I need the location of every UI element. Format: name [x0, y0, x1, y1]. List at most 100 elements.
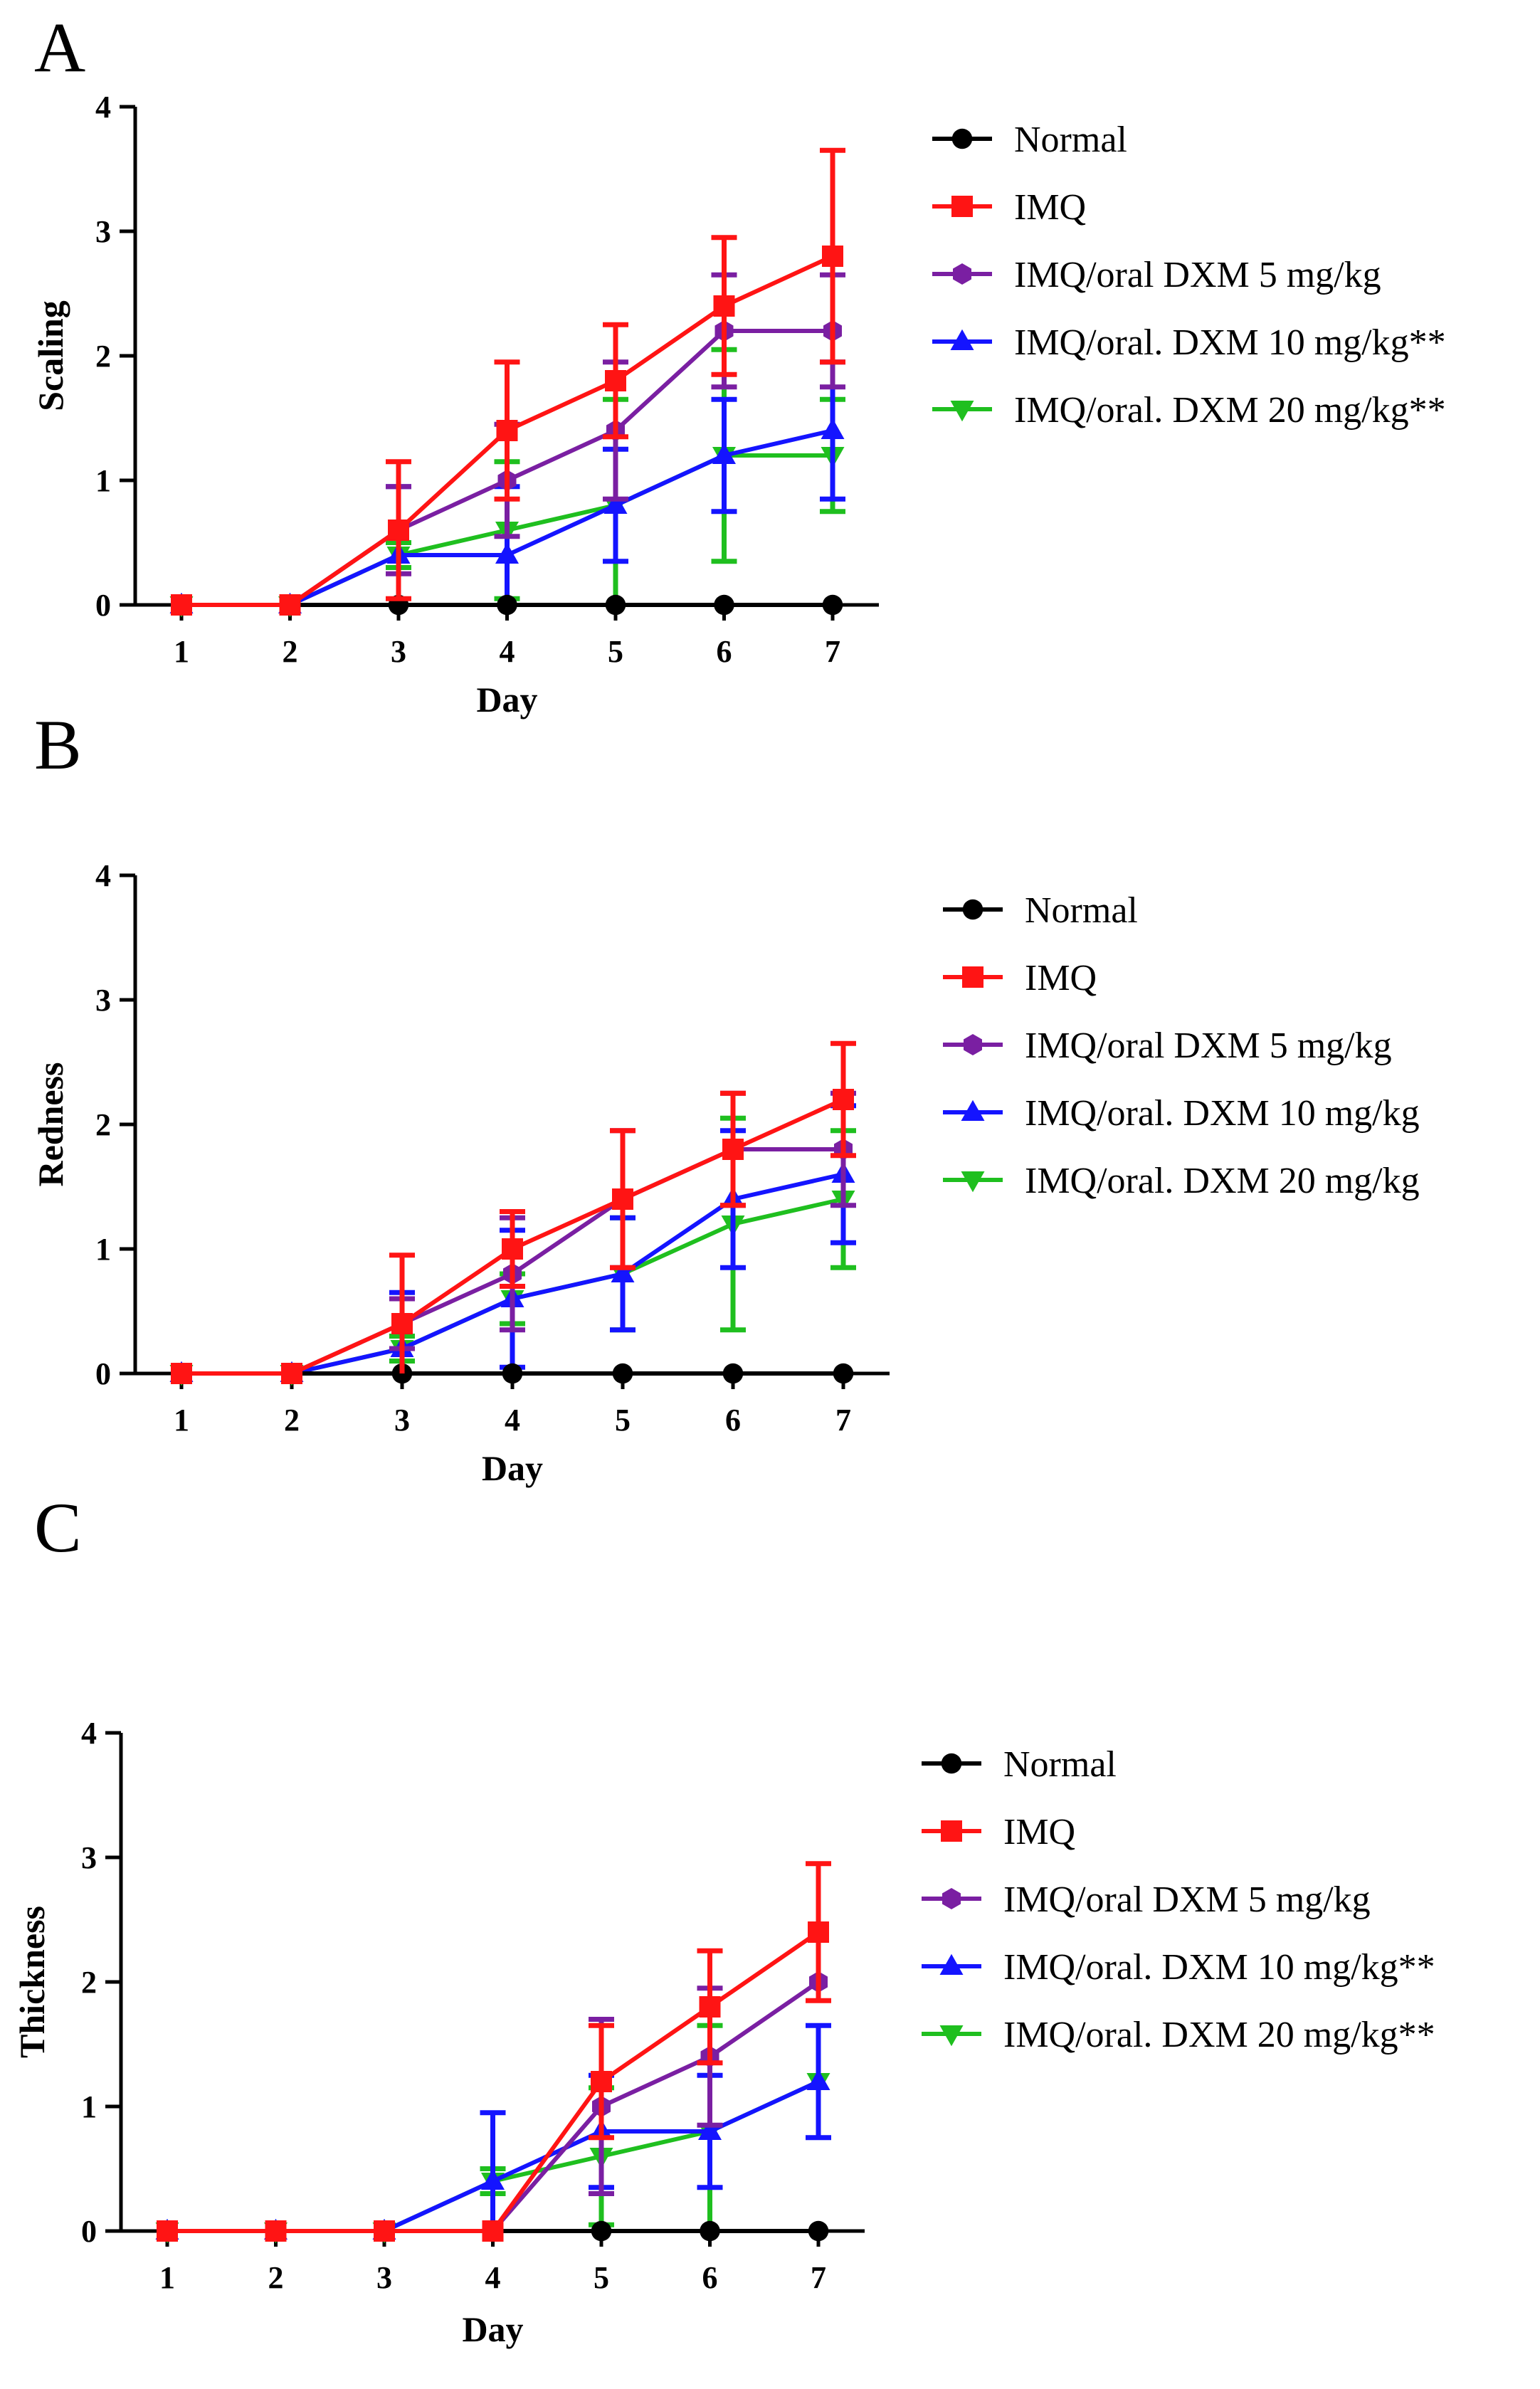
panel-c-legend-imq-oral-dxm-10-mg-kg-label: IMQ/oral. DXM 10 mg/kg** — [1003, 1947, 1435, 1988]
panel-a-series-imq-point — [713, 295, 735, 317]
panel-b-legend-normal: Normal — [943, 890, 1138, 931]
panel-a-y-tick-label: 0 — [95, 588, 111, 623]
panel-b-legend-imq-swatch-marker — [962, 966, 983, 988]
panel-b-legend-imq-oral-dxm-20-mg-kg-swatch-marker — [961, 1171, 985, 1193]
panel-a-series-imq-oral-dxm-10-mg-kg-point — [712, 443, 736, 464]
panel-a-legend-imq-swatch-marker — [951, 196, 973, 217]
panel-b-y-axis-label: Redness — [31, 1062, 70, 1186]
panel-a-y-tick-label: 2 — [95, 339, 111, 374]
panel-c-series-imq-oral-dxm-10-mg-kg-point — [481, 2168, 505, 2190]
panel-c-legend-normal: Normal — [922, 1744, 1117, 1785]
panel-b-series-imq-oral-dxm-10-mg-kg-point — [611, 1261, 635, 1282]
panel-b-letter: B — [34, 705, 82, 784]
panel-b-legend-normal-label: Normal — [1025, 890, 1138, 931]
panel-a-series-imq-oral-dxm-10-mg-kg-point — [603, 492, 628, 514]
panel-a-legend-imq-oral-dxm-5-mg-kg: IMQ/oral DXM 5 mg/kg — [932, 255, 1381, 295]
panel-b-series-imq-point — [833, 1089, 854, 1110]
panel-c-series-normal-point — [700, 2220, 720, 2242]
panel-a-series-imq — [171, 147, 845, 616]
panel-c-legend-imq-oral-dxm-5-mg-kg-swatch-marker — [942, 1888, 961, 1909]
panel-c-series-imq-point — [157, 2220, 178, 2242]
panel-c-letter: C — [34, 1488, 82, 1567]
panel-c-series-imq-point — [591, 2071, 612, 2092]
panel-b-x-tick-label: 2 — [284, 1403, 300, 1438]
panel-b-series-imq-point — [281, 1363, 302, 1384]
panel-b-legend-imq-oral-dxm-5-mg-kg-label: IMQ/oral DXM 5 mg/kg — [1025, 1025, 1392, 1066]
panel-b-x-tick-label: 3 — [394, 1403, 410, 1438]
panel-b-y-tick-label: 0 — [95, 1356, 111, 1391]
panel-c-series-imq-oral-dxm-10-mg-kg-point — [806, 2069, 830, 2090]
panel-c-legend-imq-oral-dxm-20-mg-kg-label: IMQ/oral. DXM 20 mg/kg** — [1003, 2015, 1435, 2055]
panel-c-legend-imq-oral-dxm-10-mg-kg: IMQ/oral. DXM 10 mg/kg** — [922, 1947, 1435, 1988]
panel-c-legend-imq-oral-dxm-20-mg-kg-swatch-marker — [939, 2025, 964, 2047]
panel-b-series-imq-point — [391, 1313, 413, 1334]
panel-a-series-imq-oral-dxm-10-mg-kg-point — [821, 418, 845, 439]
panel-a-series-imq-point — [171, 594, 192, 616]
panel-b-series-normal-point — [502, 1363, 523, 1384]
panel-b-x-tick-label: 6 — [725, 1403, 741, 1438]
panel-c-x-tick-label: 3 — [376, 2260, 392, 2295]
panel-b-series-normal-point — [833, 1363, 854, 1384]
panel-a-y-tick-label: 3 — [95, 214, 111, 249]
panel-b-legend-normal-swatch-marker — [962, 899, 983, 920]
panel-a-legend-imq-oral-dxm-5-mg-kg-label: IMQ/oral DXM 5 mg/kg — [1014, 255, 1381, 295]
panel-c-y-tick-label: 3 — [81, 1840, 97, 1875]
panel-b-x-tick-label: 7 — [835, 1403, 851, 1438]
panel-a-legend-imq-oral-dxm-5-mg-kg-swatch-marker — [953, 263, 971, 285]
panel-b-series-imq-point — [722, 1139, 744, 1160]
panel-b-x-tick-label: 1 — [174, 1403, 189, 1438]
panel-b-x-tick-label: 4 — [505, 1403, 520, 1438]
panel-a-legend-normal: Normal — [932, 120, 1127, 160]
panel-c-series-imq-point — [482, 2220, 504, 2242]
panel-c-series-normal-point — [591, 2220, 612, 2242]
panel-a-legend-imq-oral-dxm-20-mg-kg: IMQ/oral. DXM 20 mg/kg** — [932, 390, 1446, 431]
panel-b-legend-imq-oral-dxm-20-mg-kg: IMQ/oral. DXM 20 mg/kg — [943, 1161, 1420, 1201]
panel-a-y-tick-label: 1 — [95, 463, 111, 498]
panel-c: C 0 1 2 3 4 1 2 3 4 5 6 7 Day Thickness Normal IMQ IMQ/or… — [12, 1488, 1435, 2349]
panel-b-legend-imq-oral-dxm-10-mg-kg-swatch-marker — [961, 1099, 985, 1121]
panel-b-x-tick-label: 5 — [615, 1403, 631, 1438]
panel-b-legend-imq-oral-dxm-10-mg-kg: IMQ/oral. DXM 10 mg/kg — [943, 1093, 1420, 1134]
panel-b-legend-imq-oral-dxm-5-mg-kg: IMQ/oral DXM 5 mg/kg — [943, 1025, 1392, 1066]
panel-c-series-imq-point — [265, 2220, 287, 2242]
panel-c-x-tick-label: 6 — [702, 2260, 718, 2295]
panel-c-legend-imq-oral-dxm-5-mg-kg: IMQ/oral DXM 5 mg/kg — [922, 1879, 1371, 1920]
panel-a-legend-imq-label: IMQ — [1014, 187, 1086, 228]
panel-b-legend-imq: IMQ — [943, 958, 1097, 998]
panel-a-y-axis-label: Scaling — [31, 300, 70, 411]
panel-a-series-imq-point — [388, 520, 409, 541]
panel-a-x-tick-label: 4 — [500, 634, 515, 669]
panel-b-series-imq-point — [612, 1188, 633, 1210]
panel-c-x-tick-label: 4 — [485, 2260, 501, 2295]
panel-a-legend-imq-oral-dxm-10-mg-kg: IMQ/oral. DXM 10 mg/kg** — [932, 322, 1446, 363]
panel-a-series-normal-point — [822, 594, 843, 616]
panel-c-legend-imq: IMQ — [922, 1812, 1075, 1852]
panel-a-legend-imq-oral-dxm-20-mg-kg-swatch-marker — [950, 401, 974, 422]
panel-a-series-imq-oral-dxm-10-mg-kg-point — [495, 542, 519, 564]
panel-b-series-normal-point — [722, 1363, 744, 1384]
panel-c-series-normal-point — [808, 2220, 829, 2242]
panel-a-letter: A — [34, 8, 85, 87]
panel-a-y-tick-label: 4 — [95, 90, 111, 125]
panel-c-series-imq-oral-dxm-10-mg-kg-point — [698, 2119, 722, 2140]
panel-a-legend-normal-swatch-marker — [951, 128, 973, 149]
panel-c-legend-normal-swatch-marker — [941, 1753, 962, 1774]
panel-a: A 0 1 2 3 4 1 2 3 4 5 6 7 Day Scaling Normal IMQ IMQ/oral… — [31, 8, 1446, 719]
panel-b-legend-imq-oral-dxm-10-mg-kg-label: IMQ/oral. DXM 10 mg/kg — [1025, 1093, 1420, 1134]
panel-c-x-tick-label: 1 — [159, 2260, 175, 2295]
panel-c-y-tick-label: 1 — [81, 2089, 97, 2124]
panel-b-x-axis-label: Day — [482, 1448, 543, 1488]
panel-c-x-tick-label: 2 — [268, 2260, 284, 2295]
panel-a-legend-imq-oral-dxm-20-mg-kg-label: IMQ/oral. DXM 20 mg/kg** — [1014, 390, 1446, 431]
panel-a-x-tick-label: 7 — [825, 634, 840, 669]
panel-a-x-tick-label: 1 — [174, 634, 189, 669]
panel-a-series-normal-point — [714, 594, 734, 616]
panel-c-legend-normal-label: Normal — [1003, 1744, 1117, 1785]
panel-a-legend-imq-oral-dxm-10-mg-kg-label: IMQ/oral. DXM 10 mg/kg** — [1014, 322, 1446, 363]
panel-c-x-tick-label: 5 — [594, 2260, 609, 2295]
panel-a-series-imq-point — [822, 246, 843, 267]
panel-a-legend-imq: IMQ — [932, 187, 1086, 228]
panel-a-series-imq-point — [605, 370, 626, 391]
panel-a-series-imq-point — [496, 420, 518, 441]
